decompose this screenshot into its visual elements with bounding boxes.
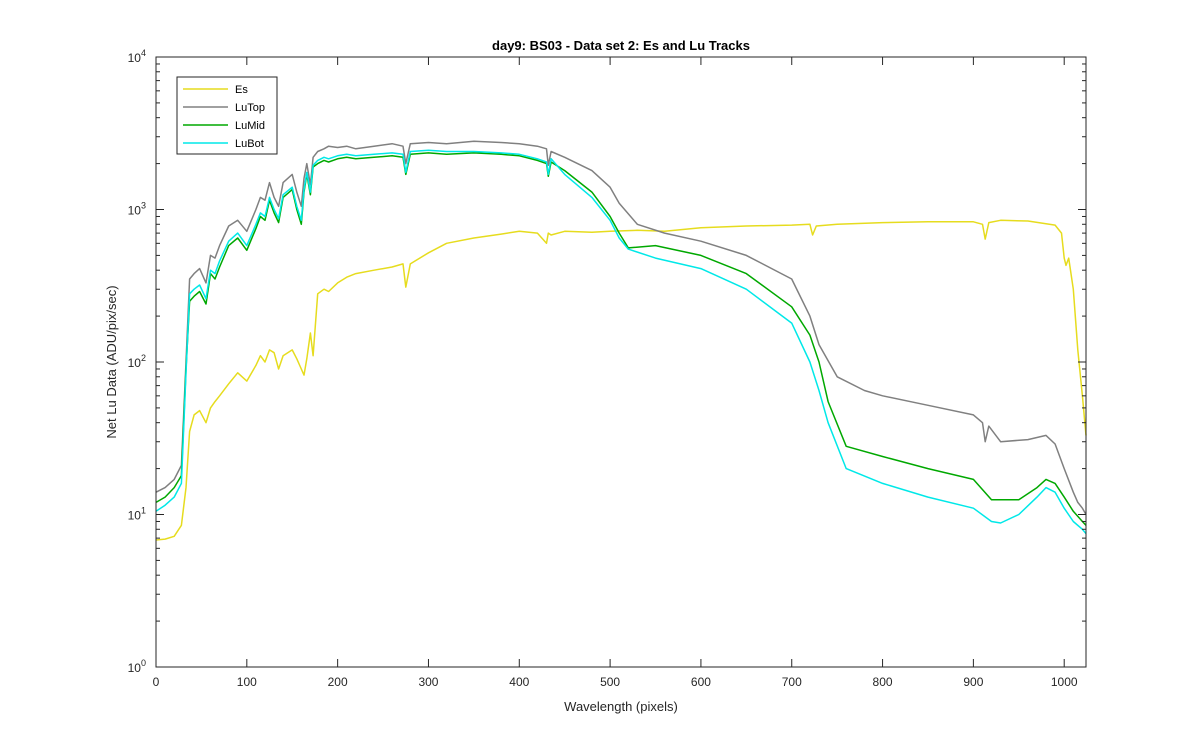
x-tick-label: 0 [153, 675, 160, 689]
y-tick-label: 102 [128, 353, 146, 370]
x-tick-label: 200 [328, 675, 348, 689]
ticks-layer: 0 100 200 300 400 500 600 700 800 900 1000 100 101 10… [128, 48, 1086, 689]
y-tick-label: 103 [128, 201, 146, 218]
chart-title: day9: BS03 - Data set 2: Es and Lu Track… [492, 38, 750, 53]
x-tick-label: 100 [237, 675, 257, 689]
series-line-lubot [155, 149, 1087, 535]
series-layer [155, 140, 1087, 541]
x-tick-label: 300 [418, 675, 438, 689]
x-tick-label: 700 [782, 675, 802, 689]
series-line-lumid [155, 152, 1087, 526]
x-tick-label: 500 [600, 675, 620, 689]
legend-label-es: Es [235, 84, 248, 96]
x-tick-label: 800 [873, 675, 893, 689]
series-line-lutop [155, 140, 1087, 515]
series-line-es [155, 219, 1087, 541]
x-tick-label: 900 [963, 675, 983, 689]
legend: Es LuTop LuMid LuBot [176, 76, 278, 155]
y-tick-label: 101 [128, 506, 146, 523]
legend-label-lumid: LuMid [235, 120, 265, 132]
x-tick-label: 400 [509, 675, 529, 689]
legend-box [176, 76, 278, 155]
x-axis-label: Wavelength (pixels) [564, 699, 678, 714]
y-tick-label: 100 [128, 658, 146, 675]
x-tick-label: 600 [691, 675, 711, 689]
legend-label-lutop: LuTop [235, 102, 265, 114]
y-axis-label: Net Lu Data (ADU/pix/sec) [104, 285, 119, 438]
y-tick-label: 104 [128, 48, 146, 65]
x-tick-label: 1000 [1051, 675, 1078, 689]
legend-label-lubot: LuBot [235, 138, 264, 150]
